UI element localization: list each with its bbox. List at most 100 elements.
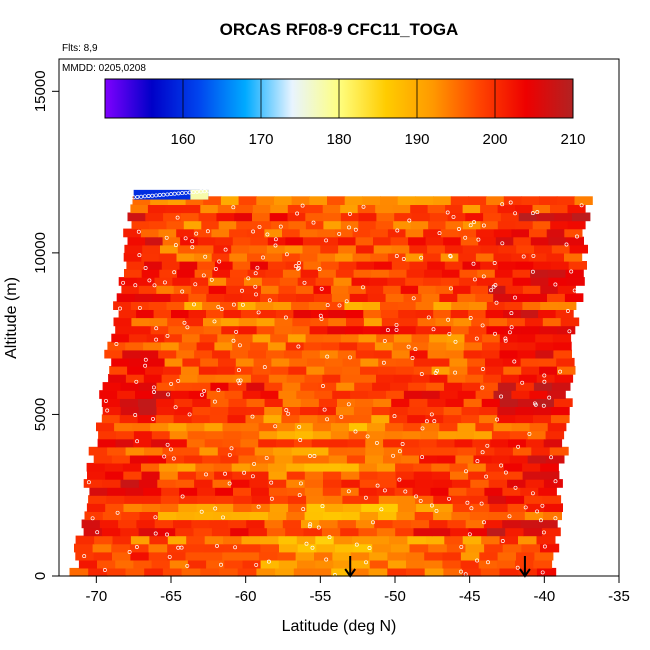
heatmap-cell [467, 357, 486, 367]
heatmap-cell [270, 204, 289, 214]
heatmap-cell [107, 487, 126, 496]
heatmap-cell [141, 462, 160, 472]
sample-point [429, 412, 434, 417]
heatmap-cell [111, 454, 131, 464]
heatmap-cell [350, 551, 370, 561]
heatmap-cell [533, 406, 552, 416]
sample-point [256, 310, 261, 315]
heatmap-cell [338, 236, 357, 246]
heatmap-cell [371, 406, 391, 416]
heatmap-cell [402, 446, 422, 456]
heatmap-cell [396, 479, 416, 488]
heatmap-cell [340, 204, 359, 214]
heatmap-cell [177, 462, 196, 472]
heatmap-cell [304, 462, 323, 472]
heatmap-cell [330, 285, 349, 294]
heatmap-cell [316, 543, 336, 553]
sample-point [223, 471, 227, 476]
heatmap-cell [557, 325, 576, 335]
heatmap-cell [340, 527, 360, 537]
heatmap-cell [285, 236, 304, 246]
heatmap-cell [509, 430, 529, 440]
heatmap-cell [445, 204, 464, 214]
heatmap-cell [306, 366, 325, 375]
heatmap-cell [259, 430, 278, 440]
heatmap-cell [520, 357, 539, 367]
sample-point [476, 237, 481, 242]
heatmap-cell [264, 382, 283, 391]
heatmap-cell [522, 462, 541, 472]
sample-point [273, 243, 278, 248]
heatmap-cell [309, 196, 328, 205]
colorbar-tick-label: 170 [248, 131, 273, 148]
sample-point [394, 322, 399, 327]
heatmap-cell [314, 390, 333, 399]
heatmap-cell [473, 454, 493, 464]
heatmap-cell [105, 503, 125, 512]
heatmap-cell [308, 301, 328, 310]
heatmap-cell [209, 414, 229, 424]
sample-point [448, 253, 453, 258]
heatmap-cell [232, 236, 251, 246]
heatmap-cell [378, 495, 398, 504]
heatmap-cell [431, 462, 450, 472]
sample-point [308, 454, 312, 458]
heatmap-cell [355, 236, 374, 246]
heatmap-cell [396, 495, 416, 504]
sample-point [250, 414, 255, 419]
heatmap-cell [156, 382, 176, 391]
sample-point [262, 365, 267, 370]
heatmap-cell [203, 551, 223, 561]
sample-point [115, 510, 120, 515]
heatmap-cell [327, 325, 346, 335]
heatmap-cell [265, 269, 284, 278]
heatmap-cell [102, 406, 122, 416]
heatmap-cell [515, 406, 534, 416]
heatmap-cell [190, 277, 209, 286]
heatmap-cell [420, 446, 440, 456]
sample-point [231, 338, 236, 343]
heatmap-cell [134, 293, 154, 302]
sample-point [397, 449, 402, 454]
heatmap-cell [317, 414, 336, 424]
sample-point [339, 414, 344, 419]
heatmap-cell [249, 511, 269, 521]
heatmap-cell [442, 551, 462, 561]
heatmap-cell [106, 567, 127, 577]
heatmap-cell [439, 390, 459, 399]
heatmap-cell [138, 398, 157, 407]
heatmap-cell [431, 366, 451, 375]
heatmap-cell [192, 406, 211, 416]
heatmap-cell [293, 309, 312, 319]
sample-point [500, 539, 505, 543]
heatmap-cell [220, 454, 239, 464]
heatmap-cell [411, 374, 431, 383]
heatmap-cell [424, 269, 443, 278]
sample-point [507, 514, 512, 519]
heatmap-cell [574, 196, 593, 205]
heatmap-cell [142, 495, 162, 504]
heatmap-cell [200, 204, 219, 214]
heatmap-cell [166, 220, 185, 230]
heatmap-cell [358, 212, 377, 222]
heatmap-cell [429, 374, 449, 383]
sample-point [169, 447, 173, 452]
sample-point [234, 329, 239, 334]
x-tick-label: -70 [85, 588, 107, 605]
heatmap-cell [166, 301, 185, 310]
heatmap-cell [258, 551, 278, 561]
heatmap-cell [158, 252, 178, 262]
heatmap-cell [304, 471, 324, 480]
heatmap-cell [171, 309, 190, 319]
heatmap-cell [152, 390, 172, 399]
heatmap-cell [568, 261, 587, 270]
sample-point [553, 516, 558, 521]
heatmap-cell [342, 495, 362, 504]
heatmap-cell [176, 511, 196, 521]
heatmap-cell [515, 382, 535, 391]
heatmap-cell [231, 462, 251, 472]
heatmap-cell [363, 309, 382, 319]
sample-point [391, 453, 396, 458]
heatmap-cell [455, 454, 475, 464]
sample-point [381, 360, 386, 365]
